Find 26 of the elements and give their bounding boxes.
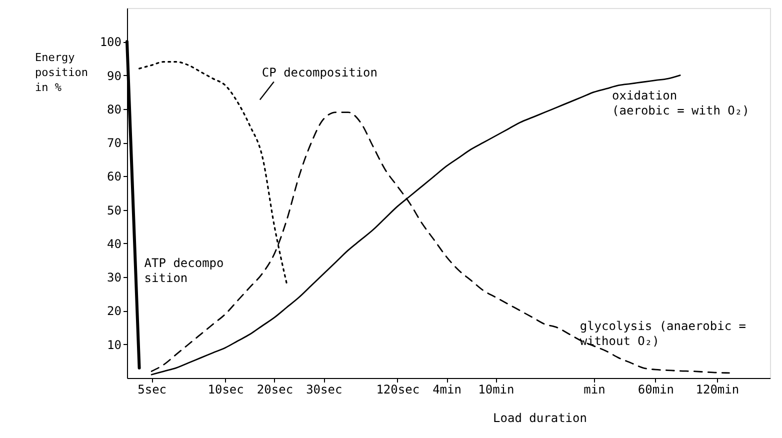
y-axis-title: Energy position in % [35,51,88,94]
x-tick-label: 4min [432,382,462,396]
x-tick-label: 60min [638,382,674,396]
y-tick-label: 40 [107,236,122,251]
x-tick-label: 20sec [256,382,294,396]
y-tick-label: 90 [107,68,122,83]
x-axis-title: Load duration [493,411,587,425]
y-tick-label: 30 [107,270,122,285]
y-tick-label: 80 [107,102,122,116]
y-tick-label: 10 [107,338,122,352]
series-label: glycolysis (anaerobic = without O₂) [580,319,746,348]
x-tick-label: 5sec [138,382,167,396]
x-tick-label: 120min [696,382,740,396]
series-label: ATP decomposition [144,256,224,285]
x-tick-label: 120sec [376,382,420,396]
y-tick-label: 100 [100,35,122,50]
x-tick-label: 30sec [306,382,342,396]
y-tick-label: 50 [107,203,122,218]
text: CP decomposition [262,66,378,80]
y-tick-label: 60 [107,170,122,184]
y-tick-label: 70 [107,136,122,150]
x-tick-label: 10min [478,382,514,396]
series-label: oxidation (aerobic = with O₂) [612,88,750,118]
x-tick-label: min [584,382,606,396]
x-tick-label: 10sec [208,382,244,396]
y-tick-label: 20 [107,304,122,318]
